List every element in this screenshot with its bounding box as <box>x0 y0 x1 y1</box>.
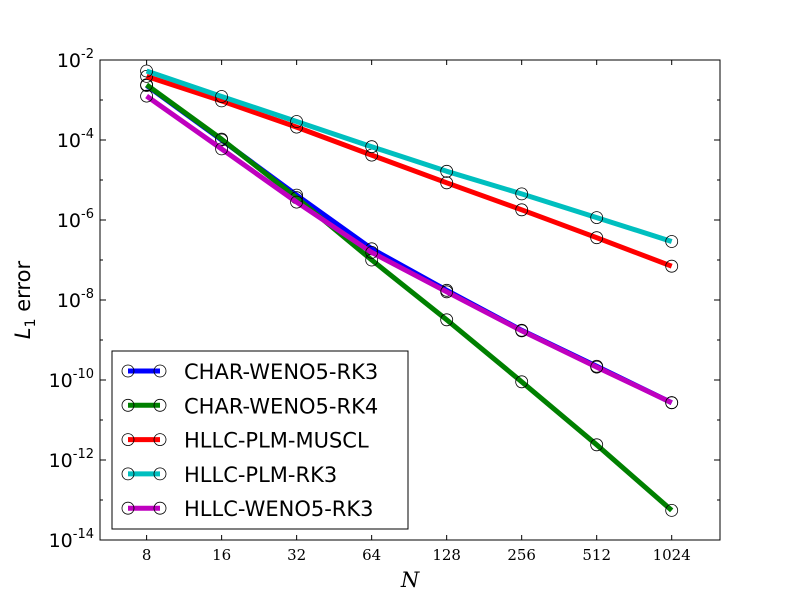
y-axis-label-sub: 1 <box>23 318 39 327</box>
legend-label: HLLC-PLM-RK3 <box>184 463 337 487</box>
legend-marker <box>121 501 135 515</box>
data-point <box>665 503 679 517</box>
x-tick-label: 8 <box>142 546 152 564</box>
data-point <box>440 176 454 190</box>
data-point <box>290 195 304 209</box>
x-tick-label: 512 <box>582 546 611 564</box>
data-point <box>590 231 604 245</box>
y-tick-label: 10-6 <box>57 207 94 232</box>
legend-box <box>111 350 409 530</box>
data-point <box>515 187 529 201</box>
y-tick-label: 10-12 <box>49 447 94 472</box>
data-point <box>515 324 529 338</box>
series-line-2 <box>145 74 673 269</box>
y-axis-label-rest: error <box>11 261 35 319</box>
data-point <box>515 203 529 217</box>
legend-marker <box>121 398 135 412</box>
y-axis-label-main: L <box>11 327 35 339</box>
legend-label: CHAR-WENO5-RK4 <box>184 394 378 418</box>
series-3 <box>140 64 679 248</box>
svg-text:L1 error: L1 error <box>11 261 39 340</box>
data-point <box>215 132 229 146</box>
data-point <box>515 375 529 389</box>
data-point <box>665 396 679 410</box>
series-line-1 <box>145 82 674 513</box>
legend-marker <box>153 433 167 447</box>
data-point <box>140 89 154 103</box>
data-point <box>590 211 604 225</box>
data-point <box>590 360 604 374</box>
data-point <box>215 142 229 156</box>
y-tick-label: 10-8 <box>57 287 94 312</box>
series-layer <box>140 64 679 517</box>
legend-marker <box>153 501 167 515</box>
legend-marker <box>121 467 135 481</box>
legend-item: HLLC-PLM-RK3 <box>121 463 337 487</box>
legend-item: CHAR-WENO5-RK4 <box>121 394 378 418</box>
legend-marker <box>121 433 135 447</box>
x-tick-label: 32 <box>287 546 306 564</box>
legend-item: HLLC-WENO5-RK3 <box>121 497 374 521</box>
x-tick-label: 16 <box>212 546 231 564</box>
series-4 <box>140 89 679 410</box>
legend-item: HLLC-PLM-MUSCL <box>121 429 369 453</box>
legend-marker <box>153 364 167 378</box>
y-tick-label: 10-2 <box>57 47 94 72</box>
legend-item: CHAR-WENO5-RK3 <box>121 360 378 384</box>
data-point <box>440 285 454 299</box>
data-point <box>665 235 679 248</box>
data-point <box>215 90 229 103</box>
plot-frame <box>99 59 721 541</box>
y-tick-label: 10-4 <box>57 127 94 152</box>
series-line-4 <box>145 94 673 405</box>
legend-marker <box>153 398 167 412</box>
data-point <box>290 115 304 128</box>
series-line-3 <box>145 68 673 244</box>
legend-label: HLLC-WENO5-RK3 <box>184 497 374 521</box>
legend-marker <box>121 364 135 378</box>
data-point <box>365 245 379 259</box>
x-tick-label: 256 <box>507 546 536 564</box>
data-point <box>440 164 454 178</box>
legend-label: HLLC-PLM-MUSCL <box>184 429 369 453</box>
x-tick-label: 64 <box>362 546 381 564</box>
data-point <box>665 259 679 273</box>
data-point <box>590 438 604 452</box>
data-point <box>140 70 154 83</box>
ticks-layer: 8 16 32 64 128 256 512 1024 10-14 10-12 10-10 10-8 1… <box>49 47 720 564</box>
y-tick-label: 10-10 <box>49 367 94 392</box>
x-tick-label: 128 <box>432 546 461 564</box>
legend-marker <box>153 467 167 481</box>
y-tick-label: 10-14 <box>49 527 94 552</box>
data-point <box>440 313 454 327</box>
x-tick-label: 1024 <box>653 546 691 564</box>
legend-label: CHAR-WENO5-RK3 <box>184 360 378 384</box>
x-axis-label: N <box>400 568 420 592</box>
legend: CHAR-WENO5-RK3 CHAR-WENO5-RK4 HLLC-PLM-MUS… <box>111 350 409 530</box>
data-point <box>365 140 379 154</box>
y-axis-label: L1 error <box>11 261 39 340</box>
